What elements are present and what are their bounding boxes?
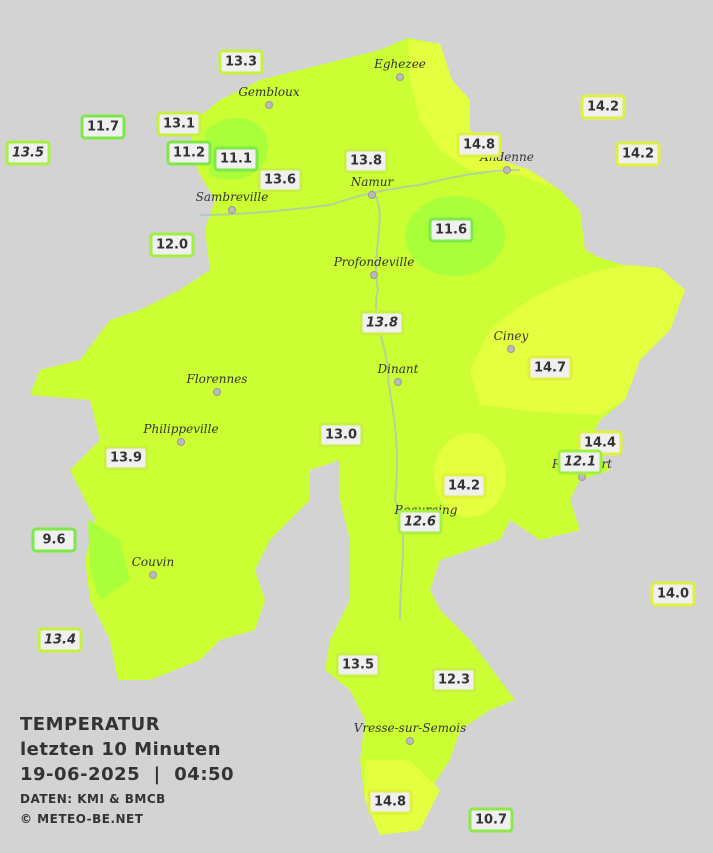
station-box — [359, 310, 405, 336]
station-box — [5, 140, 51, 166]
station-box — [37, 627, 83, 653]
station-box — [257, 167, 303, 193]
station-box — [156, 111, 202, 137]
station-box — [615, 141, 661, 167]
station-value: 14.7 — [534, 361, 566, 376]
town-dot — [406, 737, 414, 745]
station-box — [367, 789, 413, 815]
station-value: 12.3 — [438, 673, 470, 688]
station-box — [318, 422, 364, 448]
town-dot — [265, 101, 273, 109]
station-box — [166, 140, 212, 166]
town-dot — [507, 345, 515, 353]
station-box — [397, 509, 443, 535]
station-value: 13.9 — [110, 451, 142, 466]
station-value: 13.1 — [163, 117, 195, 132]
town-label: Vresse-sur-Semois — [354, 721, 467, 735]
station-value: 14.0 — [657, 587, 689, 602]
station-box — [428, 217, 474, 243]
station-box — [103, 445, 149, 471]
station-box — [650, 581, 696, 607]
station-value: 13.5 — [12, 146, 44, 161]
town-dot — [213, 388, 221, 396]
town-label: Couvin — [132, 555, 174, 569]
town-label: Florennes — [186, 372, 248, 386]
source: DATEN: KMI & BMCB — [20, 792, 166, 806]
station-box — [441, 473, 487, 499]
station-value: 12.0 — [156, 238, 188, 253]
station-box — [557, 449, 603, 475]
station-value: 13.8 — [350, 154, 382, 169]
station-value: 13.3 — [225, 55, 257, 70]
town-dot — [370, 271, 378, 279]
town-label: Gembloux — [238, 85, 300, 99]
town-dot — [228, 206, 236, 214]
station-value: 14.4 — [584, 436, 616, 451]
town-label: Sambreville — [196, 190, 269, 204]
station-value: 14.2 — [622, 147, 654, 162]
warm-zone — [470, 265, 685, 415]
town-dot — [578, 473, 586, 481]
station-value: 13.0 — [325, 428, 357, 443]
station-value: 14.8 — [463, 138, 495, 153]
town-dot — [394, 378, 402, 386]
copyright: © METEO-BE.NET — [20, 812, 144, 826]
station-box — [580, 94, 626, 120]
station-value: 11.1 — [220, 152, 252, 167]
station-box — [468, 807, 514, 833]
station-value: 14.2 — [448, 479, 480, 494]
town-dot — [503, 166, 511, 174]
town-dot — [396, 73, 404, 81]
town-label: Eghezee — [373, 57, 426, 71]
station-value: 12.6 — [404, 515, 436, 530]
river — [199, 169, 521, 621]
town-label: Philippeville — [142, 422, 218, 436]
town-label: Ciney — [494, 329, 529, 343]
subtitle: letzten 10 Minuten — [20, 739, 221, 760]
town-label: Dinant — [377, 362, 419, 376]
station-value: 11.2 — [173, 146, 205, 161]
station-box — [31, 527, 77, 553]
station-box — [80, 114, 126, 140]
town-dot — [177, 438, 185, 446]
town-label: Namur — [350, 175, 395, 189]
station-box — [149, 232, 195, 258]
station-value: 13.8 — [366, 316, 398, 331]
warm-zone — [408, 40, 555, 188]
station-value: 10.7 — [475, 813, 507, 828]
town-dot — [368, 191, 376, 199]
town-label: Profondeville — [333, 255, 415, 269]
station-value: 13.4 — [44, 633, 76, 648]
station-box — [431, 667, 477, 693]
station-box — [527, 355, 573, 381]
station-value: 14.8 — [374, 795, 406, 810]
station-value: 13.6 — [264, 173, 296, 188]
station-value: 9.6 — [42, 533, 65, 548]
station-box — [343, 148, 389, 174]
datetime: 19-06-2025 | 04:50 — [20, 764, 234, 785]
cool-zone — [88, 520, 130, 600]
station-value: 11.6 — [435, 223, 467, 238]
station-box — [456, 132, 502, 158]
town-dot — [149, 571, 157, 579]
station-value: 14.2 — [587, 100, 619, 115]
station-box — [213, 146, 259, 172]
title: TEMPERATUR — [20, 714, 160, 735]
station-value: 12.1 — [564, 455, 596, 470]
station-box — [218, 49, 264, 75]
station-value: 13.5 — [342, 658, 374, 673]
station-box — [335, 652, 381, 678]
station-value: 11.7 — [87, 120, 119, 135]
